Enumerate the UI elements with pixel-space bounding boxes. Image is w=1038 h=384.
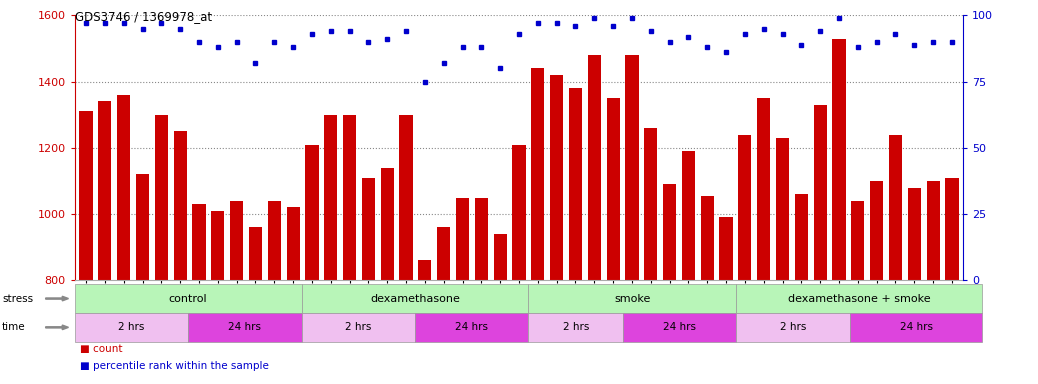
Bar xyxy=(400,115,413,280)
Bar xyxy=(381,168,393,280)
Bar xyxy=(249,227,262,280)
Bar xyxy=(324,115,337,280)
Bar xyxy=(701,196,714,280)
Text: smoke: smoke xyxy=(614,293,651,304)
Bar xyxy=(531,68,544,280)
Bar xyxy=(155,115,168,280)
Bar xyxy=(305,144,319,280)
Bar xyxy=(757,98,770,280)
Bar xyxy=(268,201,281,280)
Bar xyxy=(418,260,432,280)
Text: 2 hrs: 2 hrs xyxy=(780,322,807,333)
Bar xyxy=(870,181,883,280)
Text: ■ percentile rank within the sample: ■ percentile rank within the sample xyxy=(80,361,269,371)
Text: GDS3746 / 1369978_at: GDS3746 / 1369978_at xyxy=(75,10,212,23)
Bar xyxy=(343,115,356,280)
Text: ■ count: ■ count xyxy=(80,344,122,354)
Bar xyxy=(117,95,130,280)
Bar xyxy=(625,55,638,280)
Bar xyxy=(606,98,620,280)
Bar xyxy=(738,135,752,280)
Bar xyxy=(588,55,601,280)
Bar xyxy=(362,178,375,280)
Text: 24 hrs: 24 hrs xyxy=(900,322,932,333)
Bar xyxy=(851,201,865,280)
Bar xyxy=(663,184,676,280)
Text: dexamethasone + smoke: dexamethasone + smoke xyxy=(788,293,931,304)
Text: 2 hrs: 2 hrs xyxy=(563,322,589,333)
Text: 24 hrs: 24 hrs xyxy=(456,322,488,333)
Text: 2 hrs: 2 hrs xyxy=(118,322,144,333)
Text: 24 hrs: 24 hrs xyxy=(663,322,696,333)
Text: 2 hrs: 2 hrs xyxy=(345,322,372,333)
Bar xyxy=(719,217,733,280)
Bar xyxy=(437,227,450,280)
Bar xyxy=(795,194,808,280)
Bar xyxy=(99,101,111,280)
Text: time: time xyxy=(2,322,26,333)
Bar xyxy=(230,201,243,280)
Bar xyxy=(569,88,582,280)
Bar xyxy=(494,234,507,280)
Bar xyxy=(814,105,827,280)
Bar xyxy=(136,174,149,280)
Bar xyxy=(211,211,224,280)
Bar xyxy=(80,111,92,280)
Bar xyxy=(192,204,206,280)
Bar xyxy=(513,144,525,280)
Bar xyxy=(776,138,789,280)
Bar xyxy=(456,197,469,280)
Text: dexamethasone: dexamethasone xyxy=(371,293,460,304)
Bar xyxy=(907,188,921,280)
Text: stress: stress xyxy=(2,293,33,304)
Bar xyxy=(946,178,958,280)
Bar xyxy=(286,207,300,280)
Bar xyxy=(927,181,939,280)
Bar xyxy=(474,197,488,280)
Bar xyxy=(889,135,902,280)
Bar xyxy=(645,128,657,280)
Bar xyxy=(173,131,187,280)
Bar xyxy=(832,38,846,280)
Text: 24 hrs: 24 hrs xyxy=(228,322,262,333)
Bar xyxy=(682,151,695,280)
Text: control: control xyxy=(169,293,208,304)
Bar xyxy=(550,75,564,280)
